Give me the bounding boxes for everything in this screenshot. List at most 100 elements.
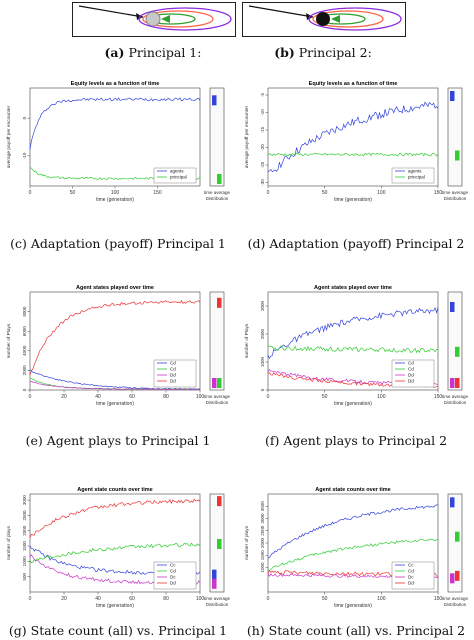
legend-label: principal xyxy=(408,175,425,180)
x-tick-label: 0 xyxy=(267,190,270,196)
distribution-bar-2 xyxy=(212,378,217,388)
legend-label: Cd xyxy=(408,569,414,574)
caption-text: State count (all) vs. Principal 2 xyxy=(268,623,466,638)
legend-label: Dd xyxy=(170,379,176,384)
x-tick-label: 50 xyxy=(322,394,328,400)
caption-tag: (h) xyxy=(246,623,265,638)
distribution-frame xyxy=(209,291,225,391)
ring-middle xyxy=(142,10,214,28)
series-line-1 xyxy=(267,538,439,571)
legend-label: agents xyxy=(170,169,184,174)
chart-title: Equity levels as a function of time xyxy=(71,81,160,87)
legend-box xyxy=(391,561,435,590)
caption-text: Principal 1: xyxy=(128,45,202,60)
distribution-frame xyxy=(447,291,463,391)
distribution-bar-3 xyxy=(217,297,222,308)
distribution-label: Distribution xyxy=(206,400,229,405)
x-tick-label: 0 xyxy=(267,394,270,400)
y-tick-label: 0 xyxy=(22,116,27,119)
caption-d: (d) Adaptation (payoff) Principal 2 xyxy=(238,236,474,251)
distribution-bar-1 xyxy=(217,174,222,184)
distribution-bar-0 xyxy=(212,95,217,106)
x-tick-label: 60 xyxy=(129,394,135,400)
y-tick-label: -20 xyxy=(260,144,265,151)
time-average-label: time average xyxy=(442,596,469,601)
x-tick-label: 40 xyxy=(95,596,101,602)
legend-label: Dd xyxy=(408,373,414,378)
x-tick-label: 20 xyxy=(61,596,67,602)
chart-f: Agent states played over time 0 50 100 150 0 1… xyxy=(244,285,469,407)
chart-title: Agent states played over time xyxy=(314,285,392,291)
y-tick-label: -10 xyxy=(260,109,265,116)
distribution-label: Distribution xyxy=(206,602,229,607)
legend-label: Dd xyxy=(170,373,176,378)
x-tick-label: 50 xyxy=(322,596,328,602)
caption-e: (e) Agent plays to Principal 1 xyxy=(0,433,236,448)
time-average-label: time average xyxy=(442,190,469,195)
series-line-0 xyxy=(29,97,201,150)
x-tick-label: 100 xyxy=(196,394,205,400)
caption-tag: (d) xyxy=(247,236,266,251)
caption-text: State count (all) vs. Principal 1 xyxy=(30,623,228,638)
chart-h: Agent state counts over time 0 50 100 150 100… xyxy=(244,487,469,609)
caption-tag: (a) xyxy=(104,45,125,60)
y-tick-label: 3000 xyxy=(22,495,27,506)
x-tick-label: 100 xyxy=(111,190,120,196)
distribution-frame xyxy=(447,87,463,187)
plot-frame xyxy=(29,291,201,391)
x-tick-label: 0 xyxy=(29,596,32,602)
chart-g: Agent state counts over time 0 20 40 60 80 100… xyxy=(6,487,231,609)
series-line-3 xyxy=(29,299,201,376)
x-axis-label: time (generation) xyxy=(96,401,134,407)
distribution-bar-0 xyxy=(450,91,455,101)
y-tick-label: 8000 xyxy=(22,306,27,317)
distribution-bar-1 xyxy=(455,346,460,357)
legend-box xyxy=(153,167,197,184)
caption-text: Agent plays to Principal 1 xyxy=(46,433,211,448)
x-axis-label: time (generation) xyxy=(334,603,372,609)
caption-tag: (e) xyxy=(25,433,43,448)
legend-label: Dd xyxy=(408,581,414,586)
arrow-line xyxy=(78,5,144,18)
y-tick-label: 4000 xyxy=(22,345,27,356)
y-tick-label: 3000 xyxy=(260,513,265,524)
y-tick-label: 0 xyxy=(260,388,265,391)
caption-a: (a) Principal 1: xyxy=(72,45,234,60)
y-tick-label: 1500 xyxy=(22,541,27,552)
x-tick-label: 80 xyxy=(163,394,169,400)
caption-tag: (c) xyxy=(10,236,27,251)
principal1-node xyxy=(145,11,161,27)
x-tick-label: 80 xyxy=(163,596,169,602)
y-tick-label: 1000 xyxy=(260,356,265,367)
x-tick-label: 0 xyxy=(267,596,270,602)
legend-label: Cd xyxy=(170,569,176,574)
chart-d: Equity levels as a function of time 0 50 10… xyxy=(244,81,469,203)
legend-label: Dc xyxy=(408,575,414,580)
caption-c: (c) Adaptation (payoff) Principal 1 xyxy=(0,236,236,251)
caption-g: (g) State count (all) vs. Principal 1 xyxy=(0,623,236,638)
series-line-1 xyxy=(267,152,439,157)
y-tick-label: -5 xyxy=(260,93,265,97)
time-average-label: time average xyxy=(442,394,469,399)
legend-box xyxy=(391,359,435,388)
legend-label: Dd xyxy=(170,581,176,586)
distribution-bar-2 xyxy=(450,573,455,584)
plot-frame xyxy=(29,493,201,593)
x-tick-label: 100 xyxy=(377,596,386,602)
plot-frame xyxy=(267,291,439,391)
legend-label: Cd xyxy=(408,367,414,372)
series-line-2 xyxy=(29,380,201,390)
ring-outer xyxy=(138,7,232,31)
distribution-bar-1 xyxy=(455,531,460,542)
legend-label: Cc xyxy=(170,563,176,568)
y-tick-label: -15 xyxy=(260,126,265,133)
legend-box xyxy=(153,359,197,388)
x-tick-label: 150 xyxy=(434,190,443,196)
y-tick-label: 3000 xyxy=(260,300,265,311)
legend-box xyxy=(391,167,435,184)
legend-label: Cc xyxy=(408,563,414,568)
distribution-bar-3 xyxy=(455,378,460,388)
distribution-bar-3 xyxy=(455,570,460,581)
series-line-3 xyxy=(29,498,201,538)
chart-title: Agent state counts over time xyxy=(77,487,153,493)
